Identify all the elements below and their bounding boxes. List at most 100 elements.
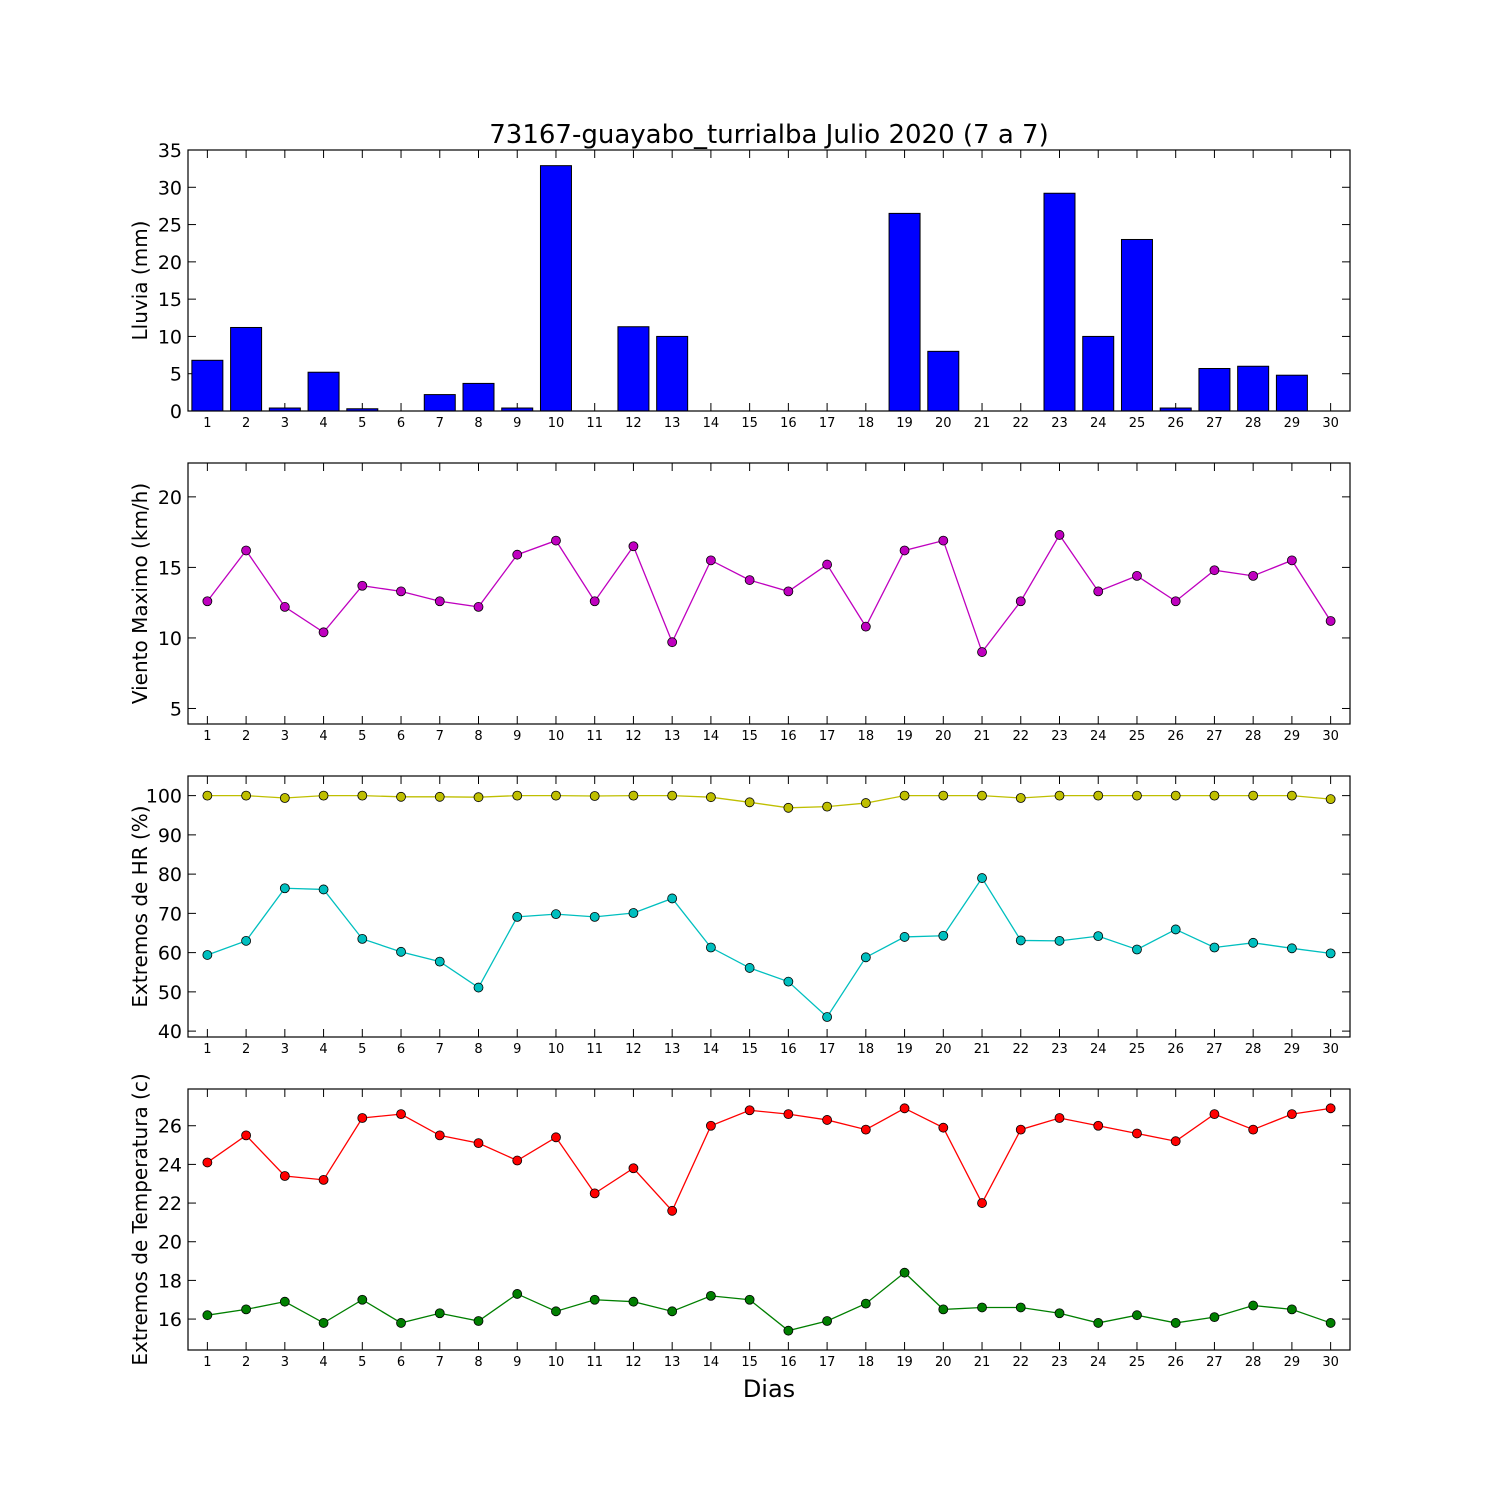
- x-tick-label: 18: [858, 416, 875, 431]
- data-point: [1248, 1300, 1259, 1311]
- x-tick-label: 30: [1322, 416, 1339, 431]
- series-line-2: [207, 876, 1331, 1018]
- x-tick-label: 22: [1012, 1355, 1029, 1370]
- x-tick-label: 25: [1129, 729, 1146, 744]
- data-point: [241, 1304, 252, 1315]
- data-point: [1132, 1128, 1142, 1139]
- x-tick-label: 10: [548, 1042, 565, 1057]
- y-tick-label: 20: [158, 1232, 182, 1254]
- data-point: [706, 1120, 716, 1131]
- x-tick-label: 19: [896, 1355, 913, 1370]
- y-tick-label: 15: [158, 289, 182, 311]
- data-point: [1093, 931, 1104, 942]
- x-tick-label: 2: [242, 416, 250, 431]
- series-line-1: [206, 533, 1332, 654]
- x-tick-label: 8: [474, 1042, 482, 1057]
- data-point: [512, 1289, 523, 1299]
- data-point: [1015, 1302, 1026, 1313]
- data-point: [551, 1306, 561, 1317]
- x-tick-label: 14: [703, 416, 720, 431]
- x-tick-label: 6: [397, 729, 405, 744]
- x-tick-label: 28: [1245, 1355, 1262, 1370]
- data-point: [938, 535, 949, 546]
- data-point: [318, 790, 329, 801]
- data-point: [589, 1188, 600, 1199]
- data-point: [1170, 596, 1181, 607]
- data-point: [202, 596, 213, 607]
- data-point: [1132, 790, 1142, 801]
- plot-frame: [187, 775, 1351, 1038]
- x-tick-label: 2: [242, 1355, 250, 1370]
- data-point: [396, 791, 406, 802]
- y-axis-label: Lluvia (mm): [128, 221, 152, 341]
- x-tick-label: 13: [664, 416, 681, 431]
- data-point: [357, 1113, 368, 1123]
- y-tick-label: 24: [158, 1154, 182, 1176]
- x-tick-label: 25: [1129, 416, 1146, 431]
- x-tick-label: 27: [1206, 1042, 1223, 1057]
- bar: [1120, 238, 1153, 412]
- bar: [462, 382, 495, 412]
- y-tick-label: 10: [158, 326, 182, 348]
- x-tick-label: 5: [358, 1355, 366, 1370]
- data-point: [1054, 1308, 1065, 1319]
- x-tick-label: 9: [513, 416, 521, 431]
- data-point: [512, 912, 523, 922]
- x-tick-label: 13: [664, 1355, 681, 1370]
- x-tick-label: 12: [625, 1042, 642, 1057]
- x-tick-label: 8: [474, 729, 482, 744]
- data-point: [628, 790, 639, 801]
- x-tick-label: 6: [397, 1355, 405, 1370]
- bar: [230, 326, 263, 412]
- x-tick-label: 23: [1051, 1042, 1068, 1057]
- x-tick-label: 26: [1167, 416, 1184, 431]
- x-tick-label: 12: [625, 1355, 642, 1370]
- data-point: [512, 549, 523, 560]
- x-tick-label: 17: [819, 1355, 836, 1370]
- x-tick-label: 21: [974, 729, 991, 744]
- x-tick-label: 21: [974, 1355, 991, 1370]
- data-point: [589, 912, 600, 922]
- x-tick-label: 29: [1284, 416, 1301, 431]
- data-point: [1170, 1136, 1181, 1147]
- data-point: [822, 1115, 832, 1125]
- data-point: [396, 1318, 406, 1328]
- chart-title: 73167-guayabo_turrialba Julio 2020 (7 a …: [489, 120, 1048, 150]
- x-tick-label: 3: [281, 729, 289, 744]
- data-point: [822, 801, 832, 812]
- x-tick-label: 17: [819, 729, 836, 744]
- data-point: [899, 932, 910, 942]
- x-tick-label: 4: [319, 1355, 327, 1370]
- data-point: [279, 1296, 290, 1307]
- data-point: [744, 1105, 755, 1116]
- data-point: [977, 1302, 987, 1313]
- data-point: [860, 952, 871, 963]
- data-point: [1287, 943, 1297, 954]
- data-point: [279, 1171, 290, 1181]
- series-line-1: [207, 794, 1331, 809]
- data-point: [822, 1316, 832, 1326]
- x-tick-label: 16: [780, 416, 797, 431]
- data-point: [1287, 555, 1297, 566]
- x-tick-label: 1: [203, 729, 211, 744]
- data-point: [938, 1304, 949, 1315]
- data-point: [1015, 596, 1026, 607]
- data-point: [1209, 1312, 1220, 1323]
- data-point: [434, 596, 445, 607]
- x-tick-label: 29: [1284, 1355, 1301, 1370]
- series-line-2: [207, 1271, 1331, 1332]
- x-tick-label: 21: [974, 416, 991, 431]
- x-tick-label: 26: [1167, 729, 1184, 744]
- x-tick-label: 20: [935, 1042, 952, 1057]
- data-point: [1093, 1120, 1104, 1131]
- data-point: [1325, 1103, 1336, 1114]
- y-tick-label: 22: [158, 1193, 182, 1215]
- data-point: [822, 1012, 832, 1022]
- data-point: [357, 580, 368, 591]
- data-point: [1248, 1124, 1259, 1135]
- data-point: [1054, 1113, 1065, 1123]
- y-tick-label: 40: [158, 1021, 182, 1043]
